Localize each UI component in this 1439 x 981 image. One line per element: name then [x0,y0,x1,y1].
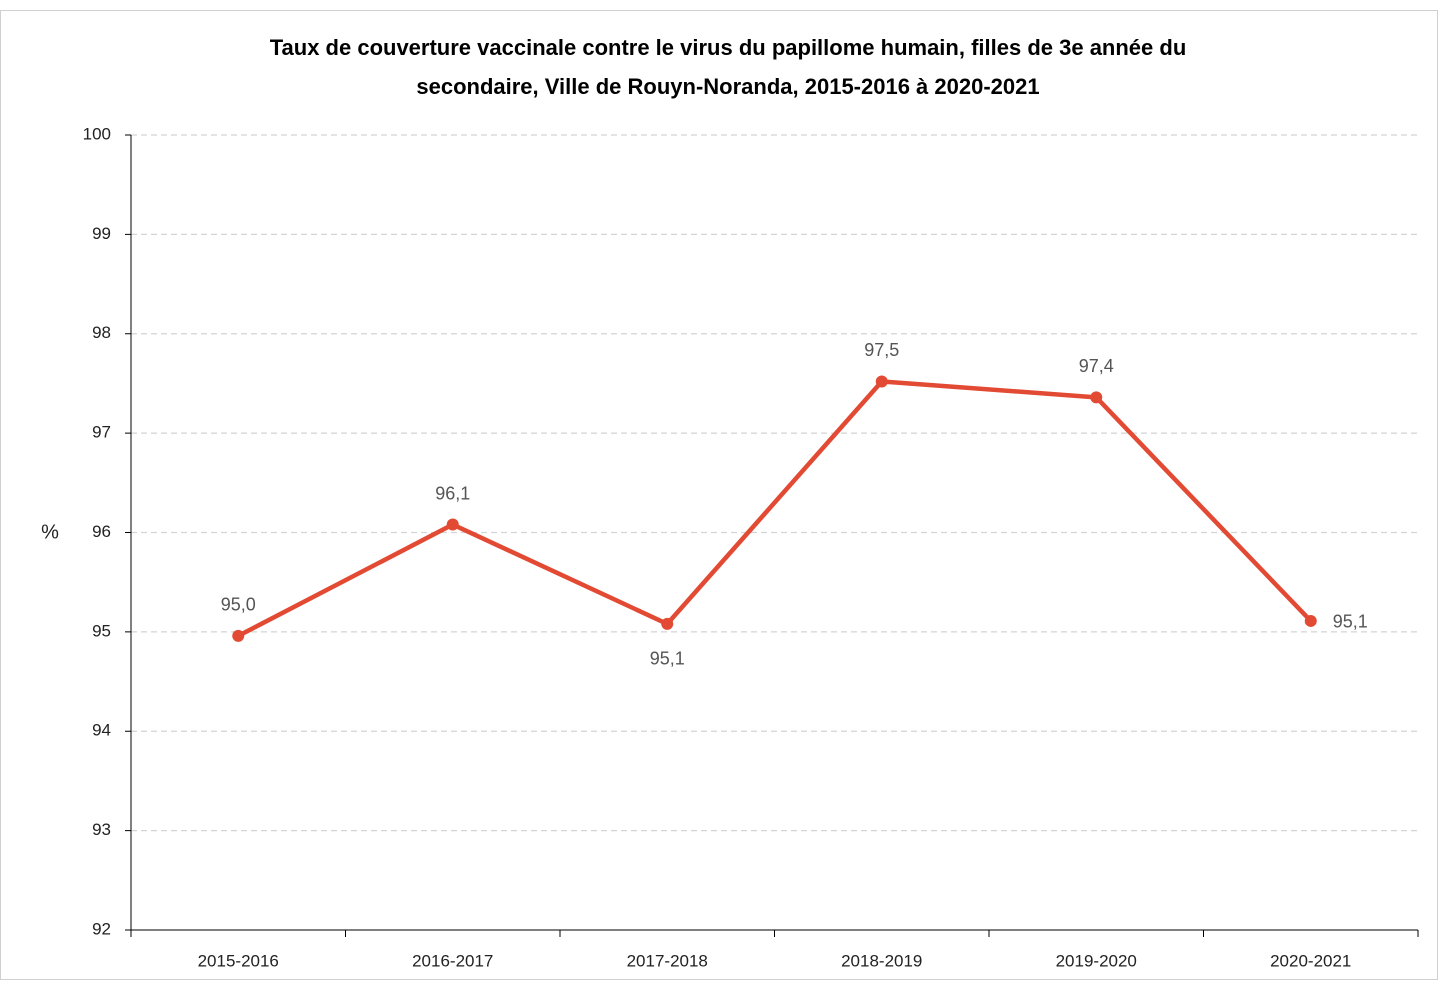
y-tick-label: 97 [92,423,111,442]
x-tick-label: 2016-2017 [412,951,493,970]
y-tick-label: 93 [92,820,111,839]
y-tick-label: 98 [92,323,111,342]
y-tick-label: 94 [92,721,111,740]
x-tick-label: 2017-2018 [627,951,708,970]
marker [661,617,674,630]
marker [875,375,888,388]
chart-border [0,10,1438,980]
chart-title: secondaire, Ville de Rouyn-Noranda, 2015… [416,74,1039,99]
data-label: 97,4 [1079,356,1114,376]
marker [1304,614,1317,627]
y-axis-label: % [41,521,59,543]
chart-title: Taux de couverture vaccinale contre le v… [270,35,1187,60]
y-tick-label: 99 [92,224,111,243]
data-label: 95,1 [1333,612,1368,632]
y-tick-label: 100 [83,124,111,143]
data-label: 96,1 [435,483,470,503]
marker [1090,391,1103,404]
y-tick-label: 92 [92,919,111,938]
x-tick-label: 2019-2020 [1056,951,1137,970]
x-tick-label: 2015-2016 [198,951,279,970]
x-tick-label: 2018-2019 [841,951,922,970]
x-tick-label: 2020-2021 [1270,951,1351,970]
marker [446,518,459,531]
data-label: 95,1 [650,649,685,669]
data-label: 95,0 [221,595,256,615]
marker [232,629,245,642]
y-tick-label: 96 [92,522,111,541]
data-label: 97,5 [864,340,899,360]
y-tick-label: 95 [92,621,111,640]
line [237,379,1313,638]
